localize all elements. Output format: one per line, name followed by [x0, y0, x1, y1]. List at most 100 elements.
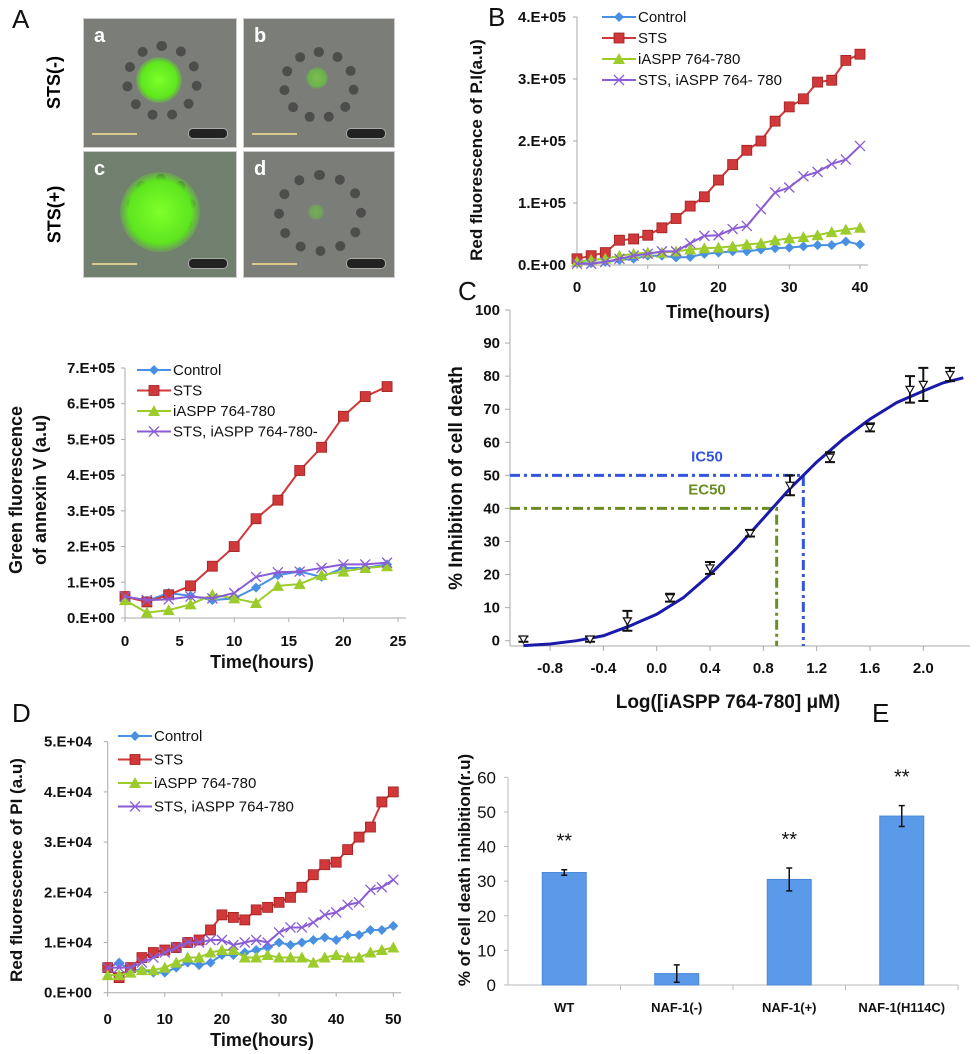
x-tick-label: 0.0 — [646, 660, 667, 677]
y-tick-label: 0 — [487, 976, 496, 995]
x-tick-label: 5 — [175, 633, 183, 650]
marker-triangle-down — [664, 594, 676, 603]
marker-diamond — [251, 582, 262, 593]
marker-square — [741, 144, 753, 156]
green-fluorescence — [306, 67, 328, 89]
category-label: WT — [554, 1000, 574, 1015]
marker-triangle — [359, 562, 372, 573]
marker-triangle — [140, 606, 153, 618]
marker-diamond — [149, 365, 159, 375]
significance-marker: ** — [556, 831, 572, 853]
category-label: NAF-1(H114C) — [858, 1000, 945, 1015]
green-fluorescence — [120, 172, 200, 252]
marker-triangle — [318, 951, 331, 963]
marker-x — [613, 253, 625, 265]
marker-square — [206, 560, 218, 572]
marker-triangle — [811, 229, 824, 241]
x-tick-label: 1.6 — [860, 660, 881, 677]
marker-x — [141, 594, 153, 606]
error-bar — [898, 804, 905, 828]
y-tick-label: 4.E+04 — [44, 784, 93, 801]
marker-x — [783, 182, 795, 193]
marker-square — [272, 494, 284, 506]
legend-label: STS, iASPP 764-780 — [154, 799, 294, 816]
y-axis-title: Green fluorescence — [6, 406, 26, 574]
marker-triangle-down — [784, 481, 796, 491]
marker-triangle — [250, 597, 263, 608]
data-point — [518, 635, 529, 645]
marker-x — [273, 927, 285, 938]
y-tick-label: 50 — [477, 803, 496, 822]
marker-triangle — [113, 969, 126, 981]
marker-triangle — [271, 579, 284, 591]
marker-triangle — [315, 569, 328, 581]
marker-triangle-down — [824, 453, 836, 463]
marker-x — [228, 587, 240, 599]
marker-x — [755, 203, 767, 215]
marker-square — [727, 159, 739, 170]
x-tick-label: 30 — [271, 1011, 288, 1028]
legend-label: iASPP 764-780 — [173, 403, 275, 420]
marker-triangle — [341, 951, 354, 963]
significance-marker: ** — [781, 829, 797, 851]
bar — [879, 815, 925, 986]
marker-triangle — [215, 944, 228, 956]
x-tick-label: 15 — [280, 633, 297, 650]
y-tick-label: 60 — [483, 434, 500, 451]
marker-square — [755, 135, 767, 147]
marker-x — [294, 566, 306, 578]
panel-letter-e: E — [872, 698, 890, 728]
marker-triangle-down — [944, 370, 955, 380]
marker-x — [250, 934, 262, 946]
marker-square — [216, 909, 228, 921]
marker-triangle — [238, 951, 251, 963]
marker-diamond — [205, 957, 216, 968]
marker-x — [840, 154, 852, 166]
marker-triangle — [839, 223, 852, 235]
marker-x — [285, 921, 296, 933]
marker-diamond — [614, 12, 624, 22]
marker-triangle — [387, 941, 400, 953]
y-tick-label: 90 — [483, 335, 500, 352]
marker-triangle — [228, 592, 241, 604]
chart-panel-c: 0 10 20 30 40 50 60 70 80 90 100 -0.8 -0.4 0.0 0.4 0.8 1… — [446, 302, 970, 713]
panel-letter-a: A — [12, 4, 30, 34]
marker-diamond — [251, 945, 262, 956]
error-bar — [561, 868, 568, 877]
y-tick-label: 3.E+04 — [44, 834, 93, 851]
marker-square — [193, 934, 205, 946]
marker-x — [148, 426, 160, 437]
y-tick-label: 30 — [477, 872, 496, 891]
marker-square — [250, 513, 262, 525]
y-tick-label: 5.E+05 — [67, 431, 115, 448]
marker-square — [365, 821, 376, 833]
marker-square — [250, 904, 262, 916]
marker-triangle — [684, 243, 697, 255]
marker-triangle — [825, 226, 838, 238]
marker-triangle — [293, 578, 306, 590]
marker-x — [713, 229, 724, 241]
marker-square — [330, 856, 342, 868]
marker-triangle — [307, 956, 320, 968]
marker-square — [285, 891, 296, 903]
marker-square — [798, 93, 809, 105]
y-tick-label: 70 — [483, 401, 500, 418]
marker-x — [136, 957, 148, 969]
marker-triangle — [854, 221, 866, 233]
x-tick-label: 20 — [710, 279, 727, 296]
marker-triangle — [284, 951, 297, 963]
marker-square — [642, 229, 654, 241]
marker-triangle — [193, 951, 206, 963]
marker-square — [273, 896, 285, 908]
marker-triangle — [135, 964, 148, 976]
error-bar — [786, 867, 793, 892]
marker-triangle — [158, 961, 171, 973]
marker-x — [125, 962, 137, 974]
x-axis-title: Log([iASPP 764-780] μM) — [616, 692, 841, 713]
marker-triangle-down — [744, 529, 756, 539]
bar-group: NAF-1(-) — [651, 964, 734, 1015]
fit-curve — [523, 376, 964, 648]
marker-x — [769, 187, 781, 198]
marker-x — [571, 258, 583, 270]
marker-square — [826, 74, 838, 86]
